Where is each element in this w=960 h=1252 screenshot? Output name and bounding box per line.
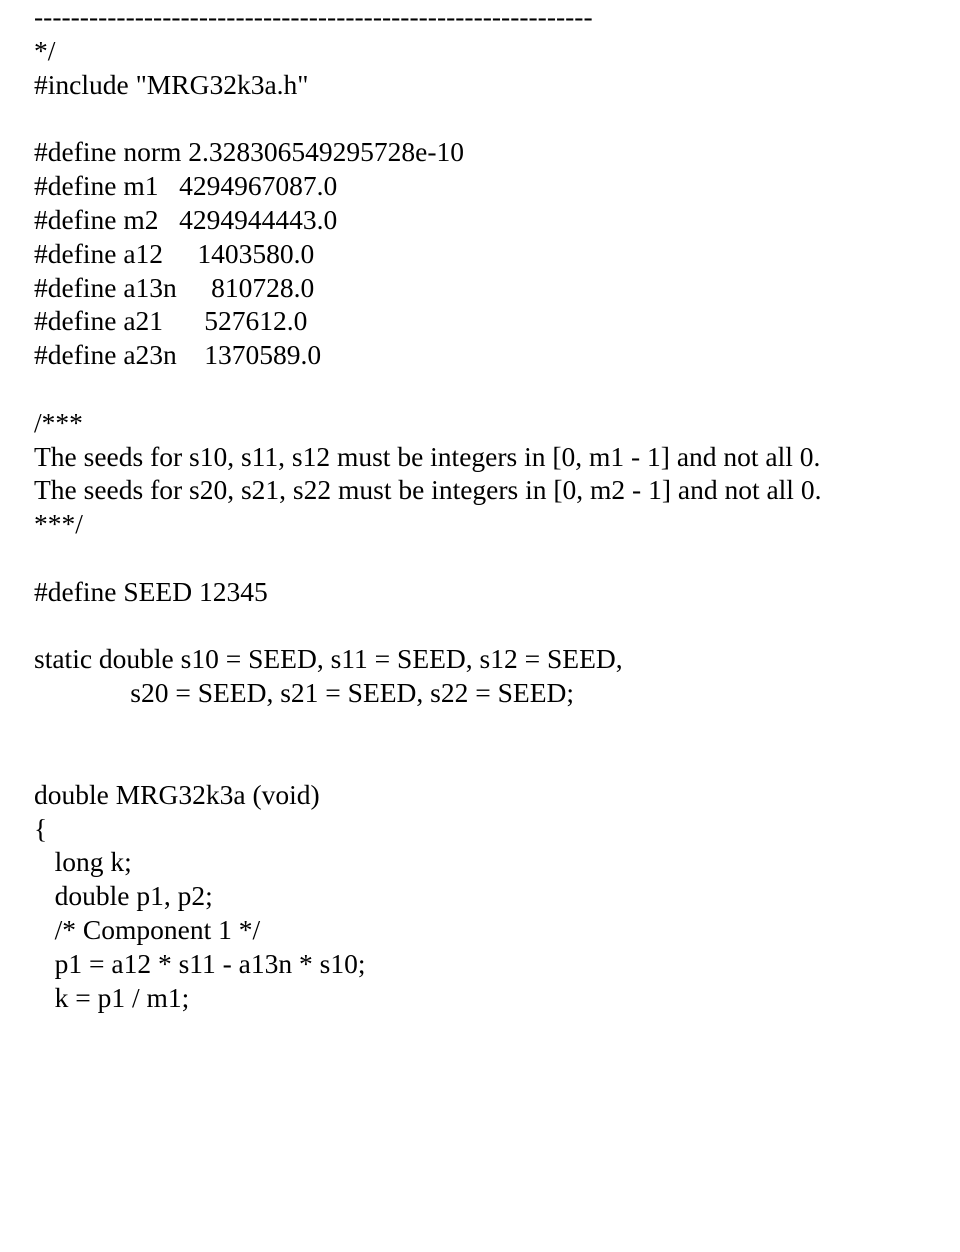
code-line: ----------------------------------------… — [34, 1, 593, 32]
code-line: double MRG32k3a (void) — [34, 779, 320, 810]
code-line: */ — [34, 35, 55, 66]
code-line: #define SEED 12345 — [34, 576, 268, 607]
code-line: long k; — [34, 846, 132, 877]
code-line: #define a23n 1370589.0 — [34, 339, 321, 370]
code-line: #define m2 4294944443.0 — [34, 204, 337, 235]
code-line: { — [34, 813, 47, 844]
code-line: #define a13n 810728.0 — [34, 272, 314, 303]
code-line: static double s10 = SEED, s11 = SEED, s1… — [34, 643, 623, 674]
code-line: ***/ — [34, 508, 83, 539]
code-line: #define a12 1403580.0 — [34, 238, 314, 269]
code-line: #define norm 2.328306549295728e-10 — [34, 136, 464, 167]
code-line: The seeds for s10, s11, s12 must be inte… — [34, 441, 820, 472]
code-line: The seeds for s20, s21, s22 must be inte… — [34, 474, 821, 505]
code-line: #define a21 527612.0 — [34, 305, 307, 336]
code-line: /*** — [34, 407, 83, 438]
code-line: s20 = SEED, s21 = SEED, s22 = SEED; — [34, 677, 574, 708]
code-line: p1 = a12 * s11 - a13n * s10; — [34, 948, 365, 979]
code-line: k = p1 / m1; — [34, 982, 189, 1013]
code-line: /* Component 1 */ — [34, 914, 260, 945]
code-line: #define m1 4294967087.0 — [34, 170, 337, 201]
code-line: double p1, p2; — [34, 880, 213, 911]
source-code-block: ----------------------------------------… — [34, 0, 926, 1014]
code-line: #include "MRG32k3a.h" — [34, 69, 309, 100]
